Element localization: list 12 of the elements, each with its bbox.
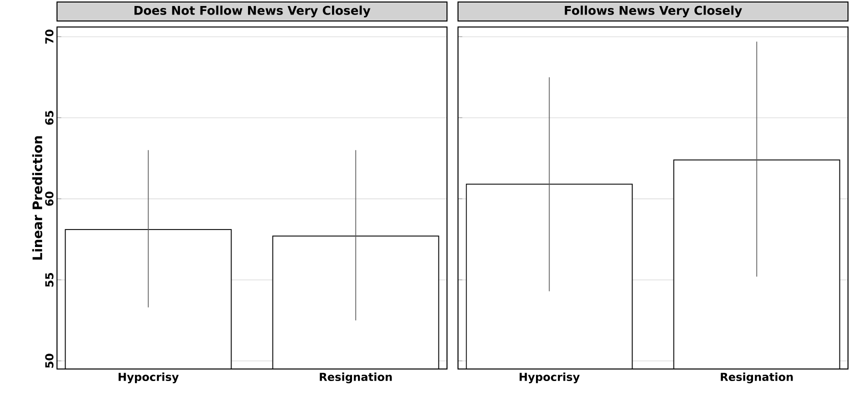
x-tick-label: Resignation [720, 372, 793, 384]
x-tick-label: Hypocrisy [118, 372, 179, 384]
y-tick-label: 65 [45, 110, 54, 125]
x-tick-label: Resignation [320, 372, 392, 384]
y-tick-label: 50 [45, 354, 54, 368]
chart-title: Does Not Follow News Very Closely [134, 6, 370, 18]
x-tick-label: Hypocrisy [520, 372, 580, 384]
chart-title: Follows News Very Closely [564, 6, 742, 18]
y-tick-label: 55 [45, 272, 54, 287]
y-tick-label: 60 [45, 192, 54, 206]
y-axis-title: Linear Prediction [32, 136, 42, 260]
y-tick-label: 70 [45, 30, 54, 44]
